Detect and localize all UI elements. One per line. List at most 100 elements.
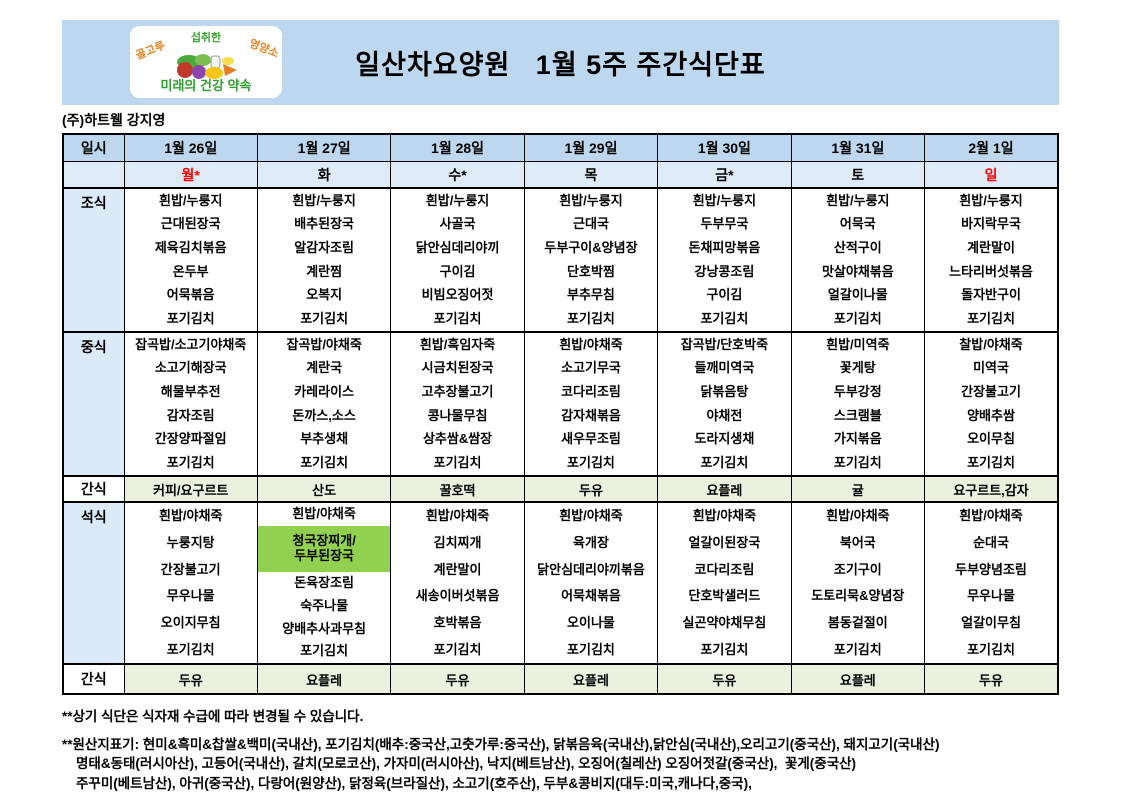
menu-item: 흰밥/누룽지 [826,192,890,208]
menu-item: 도토리묵&양념장 [811,588,905,604]
snack-cell: 요플레 [256,663,392,695]
menu-item: 어묵국 [839,216,876,232]
menu-item: 오이나물 [567,614,615,630]
meal-label-dinner: 석식 [62,501,125,665]
menu-item: 닭볶음탕 [700,384,749,400]
weekday-cell: 금* [657,161,792,189]
snack-cell: 두유 [924,663,1059,695]
menu-item: 순대국 [973,534,1009,550]
menu-item: 야채전 [706,407,743,423]
menu-cell: 흰밥/누룽지 근대국 두부구이&양념장 단호박찜 부추무침 포기김치 [523,187,659,333]
menu-item: 온두부 [172,263,209,279]
weekday-cell: 화 [256,161,392,189]
menu-item: 잡곡밥/소고기야채죽 [135,336,247,352]
menu-item: 얼갈이나물 [827,287,888,303]
menu-cell: 흰밥/누룽지 어묵국 산적구이 맛살야채볶음 얼갈이나물 포기김치 [790,187,926,333]
menu-item: 포기김치 [700,455,749,471]
menu-item: 잡곡밥/야채죽 [286,336,362,352]
logo-slogan: 미래의 건강 약속 [160,78,252,93]
menu-item: 흰밥/누룽지 [159,192,223,208]
menu-item-list: 흰밥/야채죽 육개장 닭안심데리야끼볶음 어묵채볶음 오이나물 포기김치 [525,504,656,663]
menu-item: 양배추사과무침 [282,620,366,636]
menu-item: 단호박찜 [567,263,615,279]
footnote-change-notice: **상기 식단은 식자재 수급에 따라 변경될 수 있습니다. [62,709,364,724]
menu-item: 해물부추전 [160,384,221,400]
snack-cell: 두유 [123,663,258,695]
menu-item: 구이김 [439,263,476,279]
menu-item: 숙주나물 [300,597,349,613]
footnote-origin-line1: **원산지표기: 현미&흑미&찹쌀&백미(국내산), 포기김치(배추:중국산,고… [62,736,940,752]
menu-cell: 흰밥/누룽지 바지락무국 계란말이 느타리버섯볶음 돌자반구이 포기김치 [924,187,1059,333]
menu-item: 어묵볶음 [166,287,215,303]
menu-item: 흰밥/누룽지 [425,192,490,208]
snack-cell: 두유 [390,663,525,695]
menu-cell: 잡곡밥/소고기야채죽 소고기해장국 해물부추전 감자조림 간장양파절임 포기김치 [123,331,258,477]
menu-item: 구이김 [706,287,743,303]
menu-item: 흰밥/야채죽 [559,336,623,352]
menu-item: 비빔오징어젓 [421,287,494,303]
menu-item: 알감자조림 [294,240,355,256]
menu-item-list: 흰밥/야채죽 김치찌개 계란말이 새송이버섯볶음 호박볶음 포기김치 [392,504,523,663]
menu-item: 단호박샐러드 [688,588,761,604]
menu-item-list: 흰밥/야채죽 소고기무국 코다리조림 감자채볶음 새우무조림 포기김치 [525,334,656,475]
menu-item: 두부강정 [833,384,882,400]
menu-item: 오복지 [306,287,343,303]
menu-item: 사골국 [439,216,476,232]
menu-item: 새송이버섯볶음 [415,588,500,604]
menu-cell: 흰밥/야채죽 김치찌개 계란말이 새송이버섯볶음 호박볶음 포기김치 [390,501,525,665]
date-cell: 1월 26일 [123,133,258,162]
menu-item: 포기김치 [433,311,482,327]
menu-item: 감자조림 [166,407,215,423]
weekday-cell: 일 [924,161,1059,189]
menu-item: 포기김치 [967,455,1015,471]
menu-item: 흰밥/미역죽 [826,336,890,352]
menu-item-list: 흰밥/누룽지 어묵국 산적구이 맛살야채볶음 얼갈이나물 포기김치 [792,190,923,331]
menu-item: 흰밥/누룽지 [559,192,623,208]
snack-cell: 두유 [523,475,659,503]
menu-item: 포기김치 [166,455,215,471]
menu-item: 닭안심데리야끼볶음 [537,561,645,577]
meal-label-lunch: 중식 [62,331,125,477]
company-name: (주)하트웰 강지영 [62,112,166,128]
menu-item-line: 청국장찌개/ [292,533,356,549]
menu-item: 흰밥/야채죽 [959,508,1023,524]
menu-item: 근대국 [573,216,609,232]
menu-item: 꽃게탕 [839,360,876,376]
menu-item: 누룽지탕 [166,534,215,550]
menu-item: 포기김치 [567,455,615,471]
menu-cell: 흰밥/누룽지 사골국 닭안심데리야끼 구이김 비빔오징어젓 포기김치 [390,187,525,333]
menu-item: 얼갈이무침 [961,614,1021,630]
weekday-cell: 월* [123,161,258,189]
menu-item: 코다리조림 [694,561,755,577]
menu-item: 실곤약야채무침 [682,614,767,630]
menu-item-list: 흰밥/누룽지 바지락무국 계란말이 느타리버섯볶음 돌자반구이 포기김치 [926,190,1057,331]
menu-item: 김치찌개 [433,534,482,550]
menu-item: 포기김치 [833,455,882,471]
menu-item: 흰밥/야채죽 [425,508,490,524]
menu-item: 코다리조림 [561,384,621,400]
menu-item: 강낭콩조림 [694,263,755,279]
meal-label-breakfast: 조식 [62,187,125,333]
menu-cell: 흰밥/야채죽 북어국 조기구이 도토리묵&양념장 봄동겉절이 포기김치 [790,501,926,665]
menu-item: 흰밥/야채죽 [292,506,356,522]
menu-item: 북어국 [839,534,876,550]
menu-item: 포기김치 [567,641,615,657]
menu-item: 스크램블 [833,407,882,423]
menu-item: 포기김치 [300,311,349,327]
page-title: 일산차요양원 1월 5주 주간식단표 [355,50,766,80]
logo-word-right: 영양소 [247,37,280,61]
menu-item-list: 흰밥/흑임자죽 시금치된장국 고추장불고기 콩나물무침 상추쌈&쌈장 포기김치 [392,334,523,475]
menu-cell: 흰밥/미역죽 꽃게탕 두부강정 스크램블 가지볶음 포기김치 [790,331,926,477]
logo-word-left: 골고루 [134,39,167,63]
menu-item-line: 두부된장국 [294,547,355,563]
menu-item: 포기김치 [166,311,215,327]
menu-item-list: 흰밥/누룽지 두부무국 돈채피망볶음 강낭콩조림 구이김 포기김치 [659,190,790,331]
menu-item: 간장불고기 [961,384,1021,400]
menu-item: 시금치된장국 [421,360,494,376]
menu-item: 새우무조림 [561,431,621,447]
snack-cell: 요플레 [790,663,926,695]
menu-item: 조기구이 [833,561,882,577]
menu-item: 근대된장국 [160,216,221,232]
menu-item: 간장양파절임 [154,431,227,447]
